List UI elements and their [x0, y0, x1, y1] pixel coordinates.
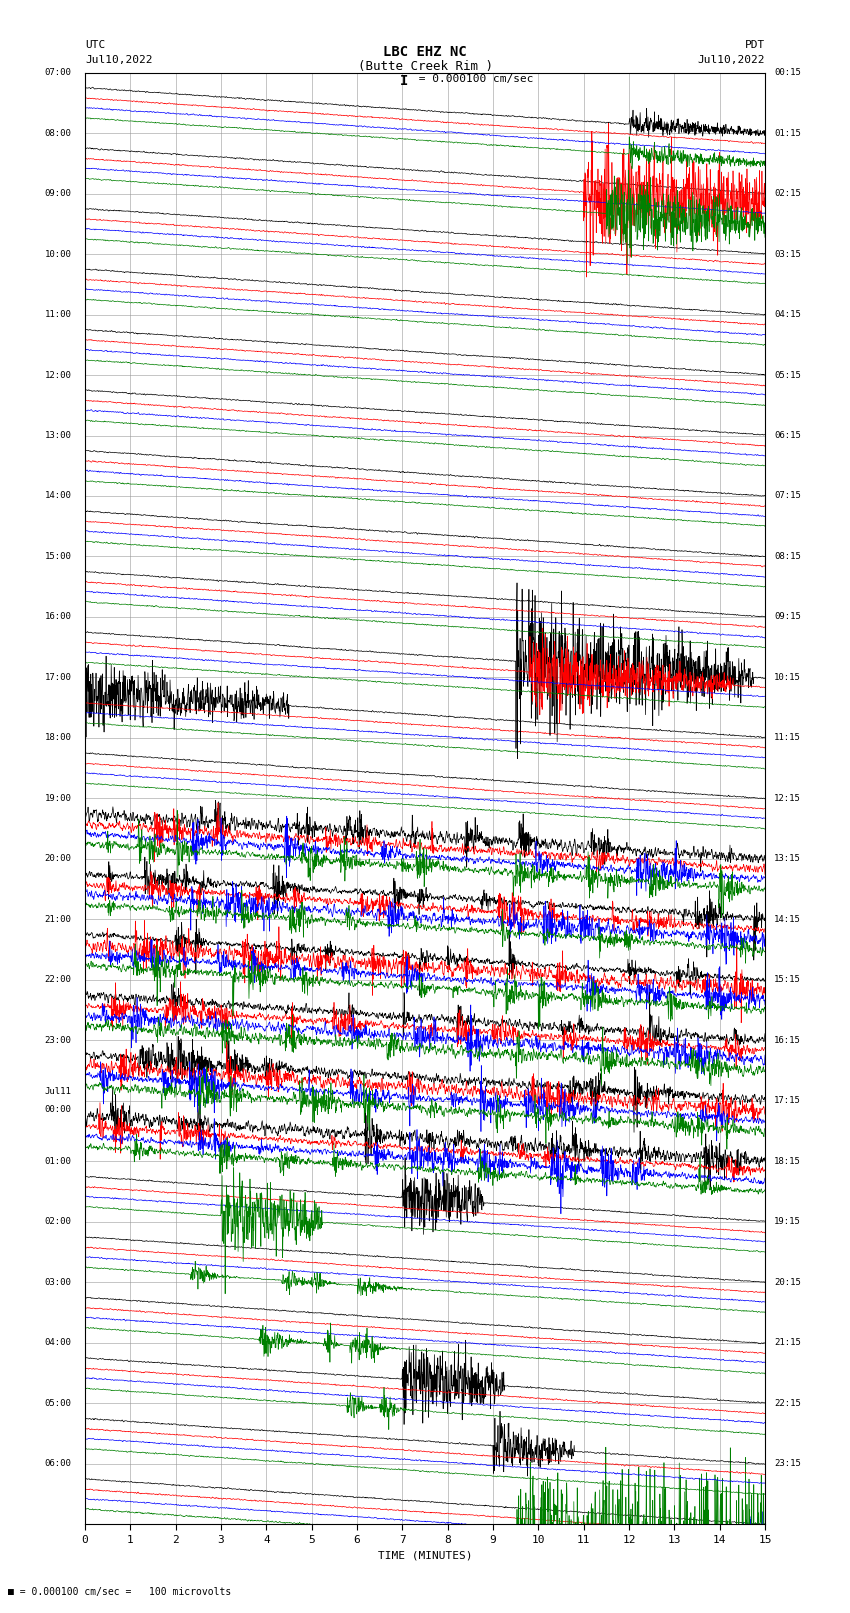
Text: Jul10,2022: Jul10,2022 [85, 55, 152, 65]
Text: 01:00: 01:00 [44, 1157, 71, 1166]
Text: 22:15: 22:15 [774, 1398, 801, 1408]
Text: 16:00: 16:00 [44, 613, 71, 621]
Text: 04:00: 04:00 [44, 1339, 71, 1347]
Text: 16:15: 16:15 [774, 1036, 801, 1045]
Text: UTC: UTC [85, 40, 105, 50]
Text: 12:00: 12:00 [44, 371, 71, 379]
Text: 21:00: 21:00 [44, 915, 71, 924]
Text: 07:15: 07:15 [774, 492, 801, 500]
Text: 02:15: 02:15 [774, 189, 801, 198]
Text: 10:00: 10:00 [44, 250, 71, 258]
Text: 17:00: 17:00 [44, 673, 71, 682]
Text: 21:15: 21:15 [774, 1339, 801, 1347]
Text: I: I [400, 74, 408, 89]
X-axis label: TIME (MINUTES): TIME (MINUTES) [377, 1550, 473, 1560]
Text: 03:15: 03:15 [774, 250, 801, 258]
Text: 09:15: 09:15 [774, 613, 801, 621]
Text: 08:15: 08:15 [774, 552, 801, 561]
Text: 05:15: 05:15 [774, 371, 801, 379]
Text: 14:15: 14:15 [774, 915, 801, 924]
Text: Jul10,2022: Jul10,2022 [698, 55, 765, 65]
Text: 23:00: 23:00 [44, 1036, 71, 1045]
Text: 14:00: 14:00 [44, 492, 71, 500]
Text: 05:00: 05:00 [44, 1398, 71, 1408]
Text: 17:15: 17:15 [774, 1097, 801, 1105]
Text: 20:00: 20:00 [44, 855, 71, 863]
Text: 18:00: 18:00 [44, 734, 71, 742]
Text: 19:00: 19:00 [44, 794, 71, 803]
Text: 00:15: 00:15 [774, 68, 801, 77]
Text: 04:15: 04:15 [774, 310, 801, 319]
Text: 15:15: 15:15 [774, 976, 801, 984]
Text: 15:00: 15:00 [44, 552, 71, 561]
Text: PDT: PDT [745, 40, 765, 50]
Text: 22:00: 22:00 [44, 976, 71, 984]
Text: 10:15: 10:15 [774, 673, 801, 682]
Text: 20:15: 20:15 [774, 1277, 801, 1287]
Text: 11:15: 11:15 [774, 734, 801, 742]
Text: 07:00: 07:00 [44, 68, 71, 77]
Text: 13:00: 13:00 [44, 431, 71, 440]
Text: ■ = 0.000100 cm/sec =   100 microvolts: ■ = 0.000100 cm/sec = 100 microvolts [8, 1587, 232, 1597]
Text: 02:00: 02:00 [44, 1218, 71, 1226]
Text: 13:15: 13:15 [774, 855, 801, 863]
Text: 01:15: 01:15 [774, 129, 801, 137]
Text: 00:00: 00:00 [44, 1105, 71, 1115]
Text: 11:00: 11:00 [44, 310, 71, 319]
Text: (Butte Creek Rim ): (Butte Creek Rim ) [358, 60, 492, 73]
Text: 06:00: 06:00 [44, 1460, 71, 1468]
Text: 18:15: 18:15 [774, 1157, 801, 1166]
Text: 06:15: 06:15 [774, 431, 801, 440]
Text: 03:00: 03:00 [44, 1277, 71, 1287]
Text: 19:15: 19:15 [774, 1218, 801, 1226]
Text: Jul11: Jul11 [44, 1087, 71, 1097]
Text: 12:15: 12:15 [774, 794, 801, 803]
Text: 08:00: 08:00 [44, 129, 71, 137]
Text: 09:00: 09:00 [44, 189, 71, 198]
Text: LBC EHZ NC: LBC EHZ NC [383, 45, 467, 60]
Text: 23:15: 23:15 [774, 1460, 801, 1468]
Text: = 0.000100 cm/sec: = 0.000100 cm/sec [412, 74, 534, 84]
